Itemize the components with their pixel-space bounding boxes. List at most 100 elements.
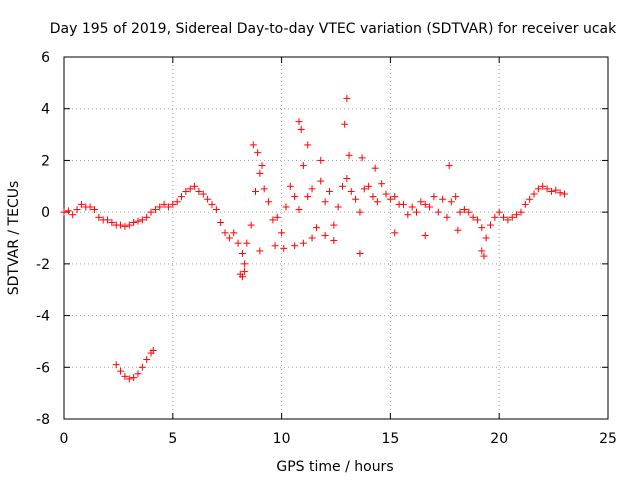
x-tick-label: 15 [381,431,399,447]
data-point [526,195,534,203]
data-point [143,356,151,364]
data-point [439,195,447,203]
chart-title: Day 195 of 2019, Sidereal Day-to-day VTE… [50,21,617,37]
data-point [371,164,379,172]
data-point [417,198,425,206]
data-point [151,206,159,214]
data-point [112,361,120,369]
data-point [304,141,312,149]
data-point [352,195,360,203]
data-point [312,224,320,232]
data-point [430,193,438,201]
data-point [321,231,329,239]
data-point [556,189,564,197]
data-point [365,182,373,190]
y-tick-label: -8 [36,412,50,428]
data-point [500,213,508,221]
data-point [360,185,368,193]
data-point [452,193,460,201]
y-tick-label: -2 [36,257,50,273]
data-point [164,203,172,211]
data-point [345,151,353,159]
data-point [473,216,481,224]
data-point [504,216,512,224]
data-point [358,154,366,162]
data-point [254,149,262,157]
data-point [547,187,555,195]
data-point [130,218,138,226]
data-point [321,198,329,206]
data-point [73,206,81,214]
data-point [108,218,116,226]
data-point [125,375,133,383]
data-point [225,234,233,242]
data-point [241,268,249,276]
data-point [447,198,455,206]
data-point [104,216,112,224]
data-point [513,211,521,219]
data-point [356,208,364,216]
axis-ticks: 0 5 10 15 20 25 -8 -6 -4 -2 0 2 4 6 [36,50,617,447]
data-point [343,94,351,102]
data-point [482,234,490,242]
data-point [334,203,342,211]
data-point [221,229,229,237]
data-point [149,346,157,354]
data-point [138,216,146,224]
data-point [234,239,242,247]
data-point [421,231,429,239]
data-point [77,200,85,208]
data-point [249,141,257,149]
data-point [486,221,494,229]
data-point [434,208,442,216]
x-tick-label: 25 [599,431,617,447]
grid-lines [64,57,608,419]
data-point [125,221,133,229]
data-point [69,211,77,219]
data-point [369,193,377,201]
y-tick-label: 2 [41,153,50,169]
y-tick-label: 0 [41,205,50,221]
data-point [138,363,146,371]
data-point [117,367,125,375]
data-point [456,208,464,216]
data-point [169,200,177,208]
data-point [260,185,268,193]
x-tick-label: 20 [490,431,508,447]
data-point [317,156,325,164]
x-tick-label: 10 [273,431,291,447]
data-point [280,244,288,252]
data-point [517,208,525,216]
y-tick-label: -6 [36,360,50,376]
data-point [95,213,103,221]
data-point [291,242,299,250]
data-point [378,180,386,188]
data-point [426,203,434,211]
x-tick-label: 5 [168,431,177,447]
data-point [317,177,325,185]
data-point [90,206,98,214]
data-point [173,198,181,206]
data-point [413,208,421,216]
data-point [121,372,129,380]
data-point [147,208,155,216]
data-point [297,125,305,133]
data-point [534,185,542,193]
data-point [291,193,299,201]
data-point [508,213,516,221]
data-point [445,162,453,170]
data-point [454,226,462,234]
data-point [356,250,364,258]
data-point [241,260,249,268]
data-point [491,213,499,221]
data-point [552,186,560,194]
data-point [117,221,125,229]
data-point [478,247,486,255]
data-point [404,211,412,219]
data-point [64,207,72,215]
data-point [408,203,416,211]
data-point [243,239,251,247]
data-point [399,200,407,208]
data-point [182,187,190,195]
